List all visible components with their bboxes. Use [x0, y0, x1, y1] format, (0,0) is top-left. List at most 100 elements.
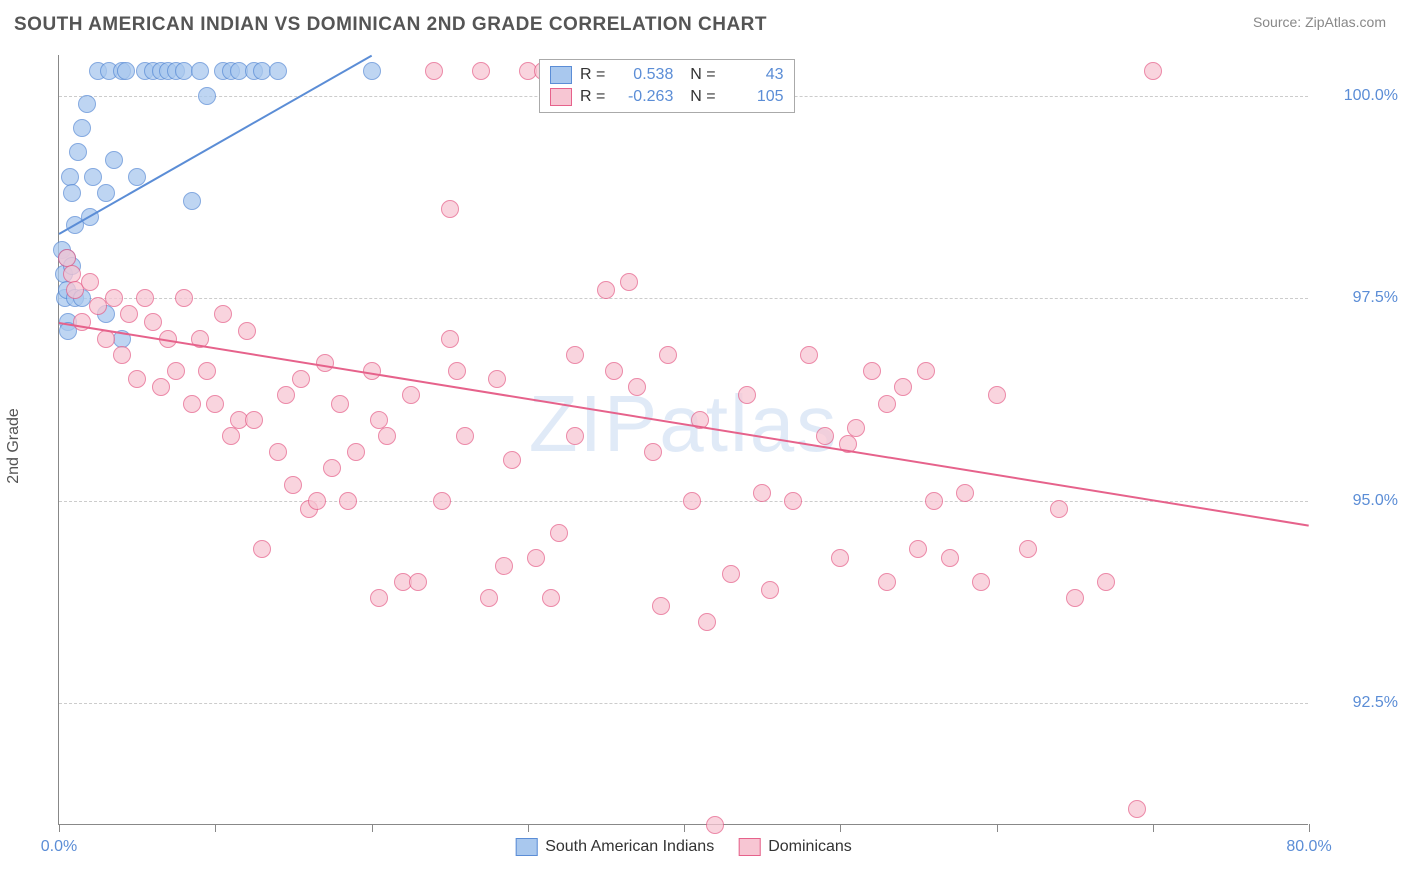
scatter-point: [63, 184, 81, 202]
scatter-point: [222, 427, 240, 445]
scatter-point: [863, 362, 881, 380]
scatter-point: [63, 265, 81, 283]
scatter-point: [878, 573, 896, 591]
scatter-point: [378, 427, 396, 445]
source-label: Source: ZipAtlas.com: [1253, 14, 1386, 30]
xtick: [1309, 824, 1310, 832]
scatter-point: [909, 540, 927, 558]
scatter-point: [441, 200, 459, 218]
scatter-point: [495, 557, 513, 575]
legend-n-label: N =: [681, 66, 715, 84]
scatter-point: [167, 362, 185, 380]
scatter-point: [831, 549, 849, 567]
scatter-point: [69, 143, 87, 161]
legend-item: Dominicans: [738, 838, 852, 856]
scatter-point: [316, 354, 334, 372]
scatter-point: [488, 370, 506, 388]
scatter-point: [58, 249, 76, 267]
series-legend: South American Indians Dominicans: [515, 838, 852, 856]
scatter-point: [105, 289, 123, 307]
scatter-point: [339, 492, 357, 510]
scatter-point: [1097, 573, 1115, 591]
scatter-point: [152, 378, 170, 396]
scatter-point: [191, 62, 209, 80]
legend-swatch: [550, 66, 572, 84]
scatter-point: [183, 192, 201, 210]
scatter-point: [894, 378, 912, 396]
scatter-point: [269, 443, 287, 461]
scatter-point: [605, 362, 623, 380]
scatter-point: [597, 281, 615, 299]
scatter-point: [628, 378, 646, 396]
legend-r-label: R =: [580, 66, 605, 84]
scatter-point: [761, 581, 779, 599]
scatter-point: [1144, 62, 1162, 80]
scatter-point: [441, 330, 459, 348]
scatter-point: [527, 549, 545, 567]
scatter-point: [550, 524, 568, 542]
legend-item: South American Indians: [515, 838, 714, 856]
scatter-point: [331, 395, 349, 413]
scatter-point: [480, 589, 498, 607]
scatter-point: [206, 395, 224, 413]
scatter-point: [144, 313, 162, 331]
scatter-point: [78, 95, 96, 113]
scatter-point: [847, 419, 865, 437]
grid-line: [59, 298, 1308, 299]
scatter-point: [753, 484, 771, 502]
scatter-chart: ZIPatlas 92.5%95.0%97.5%100.0%0.0%80.0%R…: [58, 55, 1308, 825]
scatter-point: [659, 346, 677, 364]
xtick: [997, 824, 998, 832]
xtick: [215, 824, 216, 832]
scatter-point: [988, 386, 1006, 404]
scatter-point: [878, 395, 896, 413]
legend-series-name: Dominicans: [768, 838, 852, 856]
scatter-point: [370, 411, 388, 429]
scatter-point: [941, 549, 959, 567]
scatter-point: [198, 87, 216, 105]
scatter-point: [269, 62, 287, 80]
scatter-point: [214, 305, 232, 323]
legend-r-value: 0.538: [613, 66, 673, 84]
legend-swatch: [550, 88, 572, 106]
scatter-point: [183, 395, 201, 413]
scatter-point: [245, 411, 263, 429]
scatter-point: [277, 386, 295, 404]
xtick: [684, 824, 685, 832]
scatter-point: [433, 492, 451, 510]
scatter-point: [1050, 500, 1068, 518]
scatter-point: [238, 322, 256, 340]
scatter-point: [117, 62, 135, 80]
legend-r-value: -0.263: [613, 88, 673, 106]
scatter-point: [120, 305, 138, 323]
xtick-label: 80.0%: [1286, 838, 1331, 856]
scatter-point: [347, 443, 365, 461]
legend-swatch: [515, 838, 537, 856]
grid-line: [59, 703, 1308, 704]
scatter-point: [425, 62, 443, 80]
scatter-point: [652, 597, 670, 615]
xtick-label: 0.0%: [41, 838, 77, 856]
scatter-point: [175, 289, 193, 307]
scatter-point: [566, 346, 584, 364]
scatter-point: [722, 565, 740, 583]
ytick-label: 97.5%: [1318, 289, 1398, 307]
scatter-point: [706, 816, 724, 834]
scatter-point: [566, 427, 584, 445]
scatter-point: [542, 589, 560, 607]
xtick: [372, 824, 373, 832]
legend-n-value: 105: [724, 88, 784, 106]
legend-r-label: R =: [580, 88, 605, 106]
scatter-point: [698, 613, 716, 631]
xtick: [59, 824, 60, 832]
scatter-point: [503, 451, 521, 469]
ytick-label: 100.0%: [1318, 87, 1398, 105]
scatter-point: [402, 386, 420, 404]
scatter-point: [1019, 540, 1037, 558]
scatter-point: [253, 540, 271, 558]
legend-series-name: South American Indians: [545, 838, 714, 856]
scatter-point: [800, 346, 818, 364]
correlation-legend: R =0.538 N =43R =-0.263 N =105: [539, 59, 795, 113]
scatter-point: [284, 476, 302, 494]
scatter-point: [323, 459, 341, 477]
